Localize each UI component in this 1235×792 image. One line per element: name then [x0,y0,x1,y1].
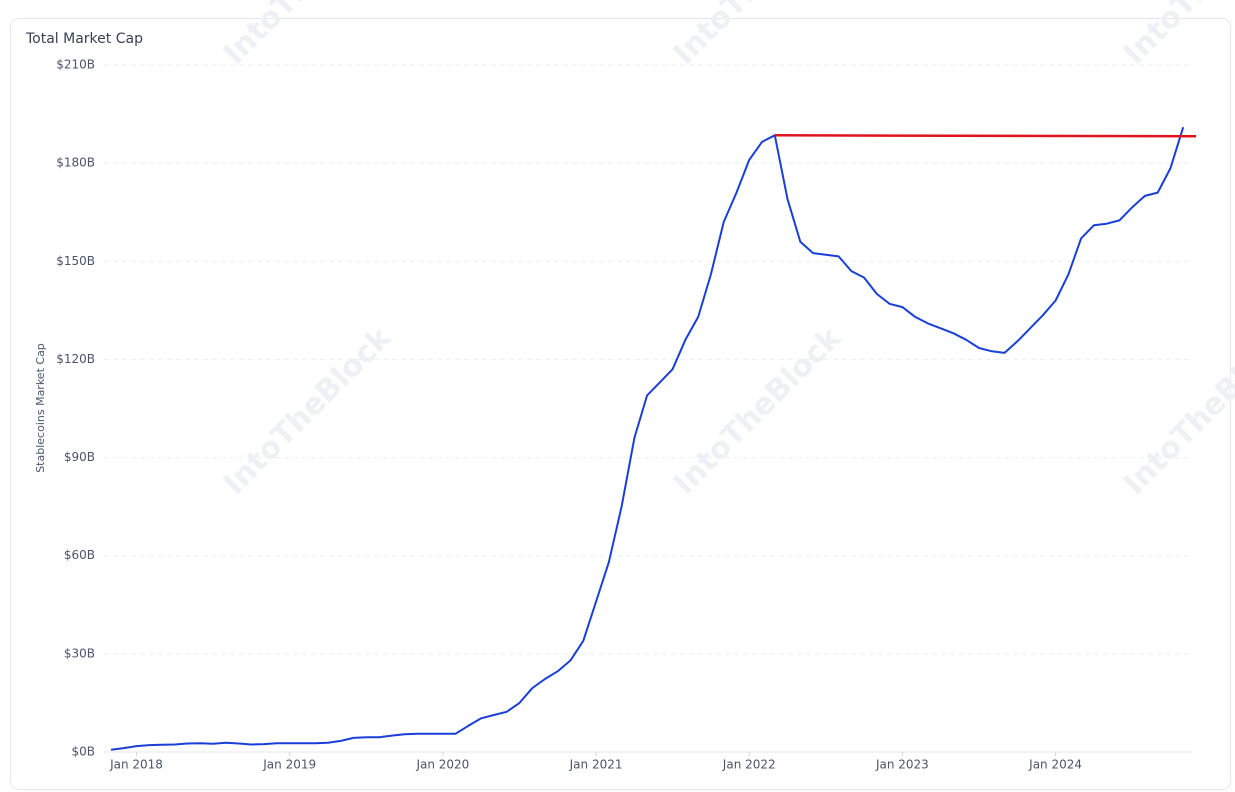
line [110,126,1185,751]
x-tick-label: Jan 2019 [262,758,316,772]
x-tick-label: Jan 2018 [109,758,163,772]
x-tick-label: Jan 2020 [415,758,469,772]
y-tick-label: $30B [64,646,95,660]
x-tick-label: Jan 2024 [1028,758,1082,772]
y-tick-label: $150B [56,254,95,268]
y-tick-label: $120B [56,352,95,366]
card [10,18,1231,790]
y-tick-label: $90B [64,450,95,464]
y-tick-label: $0B [71,745,95,759]
y-tick-label: $210B [56,58,95,72]
x-tick-label: Jan 2022 [722,758,776,772]
chart-title: Total Market Cap [25,31,143,47]
y-tick-label: $60B [64,548,95,562]
y-tick-label: $180B [56,156,95,170]
y-axis-label: Stablecoins Market Cap [34,343,47,473]
reference-line [774,134,1197,138]
x-tick-label: Jan 2021 [569,758,623,772]
x-tick-label: Jan 2023 [875,758,929,772]
